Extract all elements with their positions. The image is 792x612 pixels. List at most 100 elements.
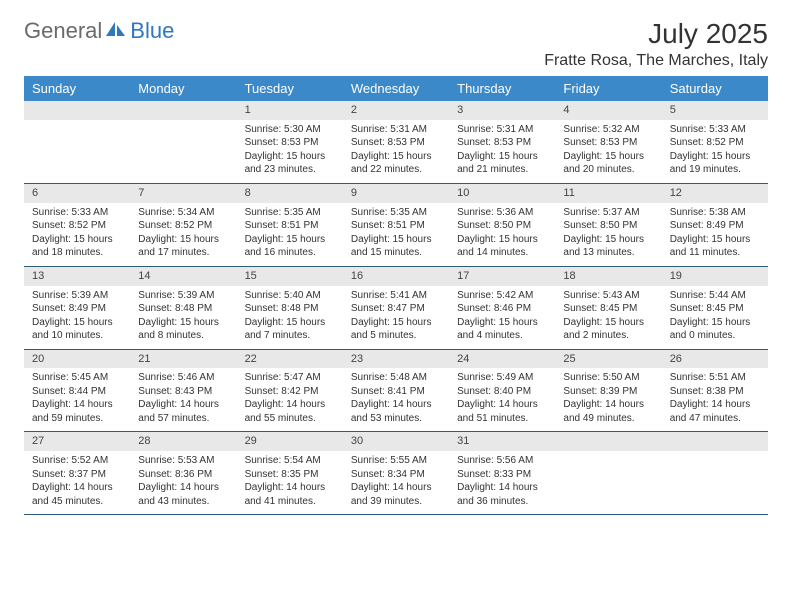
day-body: Sunrise: 5:35 AMSunset: 8:51 PMDaylight:… xyxy=(237,203,343,266)
day-body: Sunrise: 5:32 AMSunset: 8:53 PMDaylight:… xyxy=(555,120,661,183)
sunrise-line: Sunrise: 5:36 AM xyxy=(457,206,547,220)
day-number: 24 xyxy=(449,350,555,369)
day-number xyxy=(555,432,661,451)
daylight-line-1: Daylight: 15 hours xyxy=(670,150,760,164)
week-row: 6Sunrise: 5:33 AMSunset: 8:52 PMDaylight… xyxy=(24,184,768,267)
day-number: 2 xyxy=(343,101,449,120)
day-cell: 18Sunrise: 5:43 AMSunset: 8:45 PMDayligh… xyxy=(555,267,661,349)
sunrise-line: Sunrise: 5:38 AM xyxy=(670,206,760,220)
daylight-line-2: and 10 minutes. xyxy=(32,329,122,343)
daylight-line-1: Daylight: 15 hours xyxy=(351,316,441,330)
day-cell-empty xyxy=(130,101,236,183)
sunrise-line: Sunrise: 5:47 AM xyxy=(245,371,335,385)
day-header-cell: Wednesday xyxy=(343,76,449,101)
daylight-line-2: and 57 minutes. xyxy=(138,412,228,426)
sunset-line: Sunset: 8:53 PM xyxy=(457,136,547,150)
daylight-line-1: Daylight: 14 hours xyxy=(457,398,547,412)
day-number: 20 xyxy=(24,350,130,369)
day-number: 7 xyxy=(130,184,236,203)
sunset-line: Sunset: 8:50 PM xyxy=(457,219,547,233)
day-number: 4 xyxy=(555,101,661,120)
sunset-line: Sunset: 8:44 PM xyxy=(32,385,122,399)
daylight-line-2: and 36 minutes. xyxy=(457,495,547,509)
sunrise-line: Sunrise: 5:41 AM xyxy=(351,289,441,303)
day-body: Sunrise: 5:33 AMSunset: 8:52 PMDaylight:… xyxy=(24,203,130,266)
daylight-line-1: Daylight: 14 hours xyxy=(670,398,760,412)
day-header-cell: Thursday xyxy=(449,76,555,101)
day-number: 31 xyxy=(449,432,555,451)
daylight-line-2: and 49 minutes. xyxy=(563,412,653,426)
sunset-line: Sunset: 8:43 PM xyxy=(138,385,228,399)
logo: General Blue xyxy=(24,18,174,44)
daylight-line-2: and 4 minutes. xyxy=(457,329,547,343)
week-row: 1Sunrise: 5:30 AMSunset: 8:53 PMDaylight… xyxy=(24,101,768,184)
day-cell: 1Sunrise: 5:30 AMSunset: 8:53 PMDaylight… xyxy=(237,101,343,183)
day-cell: 14Sunrise: 5:39 AMSunset: 8:48 PMDayligh… xyxy=(130,267,236,349)
day-cell: 23Sunrise: 5:48 AMSunset: 8:41 PMDayligh… xyxy=(343,350,449,432)
day-body: Sunrise: 5:43 AMSunset: 8:45 PMDaylight:… xyxy=(555,286,661,349)
sunset-line: Sunset: 8:53 PM xyxy=(245,136,335,150)
daylight-line-2: and 15 minutes. xyxy=(351,246,441,260)
daylight-line-1: Daylight: 15 hours xyxy=(32,233,122,247)
sunset-line: Sunset: 8:52 PM xyxy=(670,136,760,150)
day-cell: 6Sunrise: 5:33 AMSunset: 8:52 PMDaylight… xyxy=(24,184,130,266)
day-cell: 21Sunrise: 5:46 AMSunset: 8:43 PMDayligh… xyxy=(130,350,236,432)
daylight-line-2: and 11 minutes. xyxy=(670,246,760,260)
day-cell: 20Sunrise: 5:45 AMSunset: 8:44 PMDayligh… xyxy=(24,350,130,432)
day-body: Sunrise: 5:34 AMSunset: 8:52 PMDaylight:… xyxy=(130,203,236,266)
sunrise-line: Sunrise: 5:31 AM xyxy=(351,123,441,137)
day-number: 18 xyxy=(555,267,661,286)
daylight-line-2: and 23 minutes. xyxy=(245,163,335,177)
daylight-line-2: and 2 minutes. xyxy=(563,329,653,343)
day-body: Sunrise: 5:51 AMSunset: 8:38 PMDaylight:… xyxy=(662,368,768,431)
day-cell: 4Sunrise: 5:32 AMSunset: 8:53 PMDaylight… xyxy=(555,101,661,183)
day-header-cell: Saturday xyxy=(662,76,768,101)
daylight-line-1: Daylight: 15 hours xyxy=(563,150,653,164)
day-cell: 16Sunrise: 5:41 AMSunset: 8:47 PMDayligh… xyxy=(343,267,449,349)
day-number: 11 xyxy=(555,184,661,203)
sunrise-line: Sunrise: 5:45 AM xyxy=(32,371,122,385)
day-cell: 26Sunrise: 5:51 AMSunset: 8:38 PMDayligh… xyxy=(662,350,768,432)
daylight-line-1: Daylight: 14 hours xyxy=(245,398,335,412)
daylight-line-2: and 53 minutes. xyxy=(351,412,441,426)
sunset-line: Sunset: 8:52 PM xyxy=(138,219,228,233)
sunrise-line: Sunrise: 5:34 AM xyxy=(138,206,228,220)
day-cell-empty xyxy=(662,432,768,514)
daylight-line-2: and 8 minutes. xyxy=(138,329,228,343)
sunset-line: Sunset: 8:51 PM xyxy=(245,219,335,233)
sunset-line: Sunset: 8:35 PM xyxy=(245,468,335,482)
sunrise-line: Sunrise: 5:42 AM xyxy=(457,289,547,303)
day-header-row: SundayMondayTuesdayWednesdayThursdayFrid… xyxy=(24,76,768,101)
daylight-line-1: Daylight: 15 hours xyxy=(563,233,653,247)
day-body: Sunrise: 5:45 AMSunset: 8:44 PMDaylight:… xyxy=(24,368,130,431)
day-body: Sunrise: 5:31 AMSunset: 8:53 PMDaylight:… xyxy=(343,120,449,183)
daylight-line-1: Daylight: 14 hours xyxy=(32,398,122,412)
day-body: Sunrise: 5:48 AMSunset: 8:41 PMDaylight:… xyxy=(343,368,449,431)
day-body: Sunrise: 5:47 AMSunset: 8:42 PMDaylight:… xyxy=(237,368,343,431)
daylight-line-2: and 39 minutes. xyxy=(351,495,441,509)
daylight-line-2: and 16 minutes. xyxy=(245,246,335,260)
sunset-line: Sunset: 8:33 PM xyxy=(457,468,547,482)
daylight-line-1: Daylight: 15 hours xyxy=(351,233,441,247)
day-number: 16 xyxy=(343,267,449,286)
day-cell: 9Sunrise: 5:35 AMSunset: 8:51 PMDaylight… xyxy=(343,184,449,266)
day-body: Sunrise: 5:44 AMSunset: 8:45 PMDaylight:… xyxy=(662,286,768,349)
week-row: 27Sunrise: 5:52 AMSunset: 8:37 PMDayligh… xyxy=(24,432,768,515)
sunset-line: Sunset: 8:40 PM xyxy=(457,385,547,399)
daylight-line-2: and 20 minutes. xyxy=(563,163,653,177)
day-body: Sunrise: 5:33 AMSunset: 8:52 PMDaylight:… xyxy=(662,120,768,183)
day-cell: 25Sunrise: 5:50 AMSunset: 8:39 PMDayligh… xyxy=(555,350,661,432)
daylight-line-2: and 22 minutes. xyxy=(351,163,441,177)
sunset-line: Sunset: 8:48 PM xyxy=(245,302,335,316)
day-number: 27 xyxy=(24,432,130,451)
daylight-line-2: and 13 minutes. xyxy=(563,246,653,260)
sunset-line: Sunset: 8:42 PM xyxy=(245,385,335,399)
day-number: 21 xyxy=(130,350,236,369)
sunrise-line: Sunrise: 5:32 AM xyxy=(563,123,653,137)
sunrise-line: Sunrise: 5:33 AM xyxy=(670,123,760,137)
sunset-line: Sunset: 8:34 PM xyxy=(351,468,441,482)
daylight-line-2: and 45 minutes. xyxy=(32,495,122,509)
daylight-line-2: and 17 minutes. xyxy=(138,246,228,260)
daylight-line-1: Daylight: 14 hours xyxy=(245,481,335,495)
sunset-line: Sunset: 8:52 PM xyxy=(32,219,122,233)
